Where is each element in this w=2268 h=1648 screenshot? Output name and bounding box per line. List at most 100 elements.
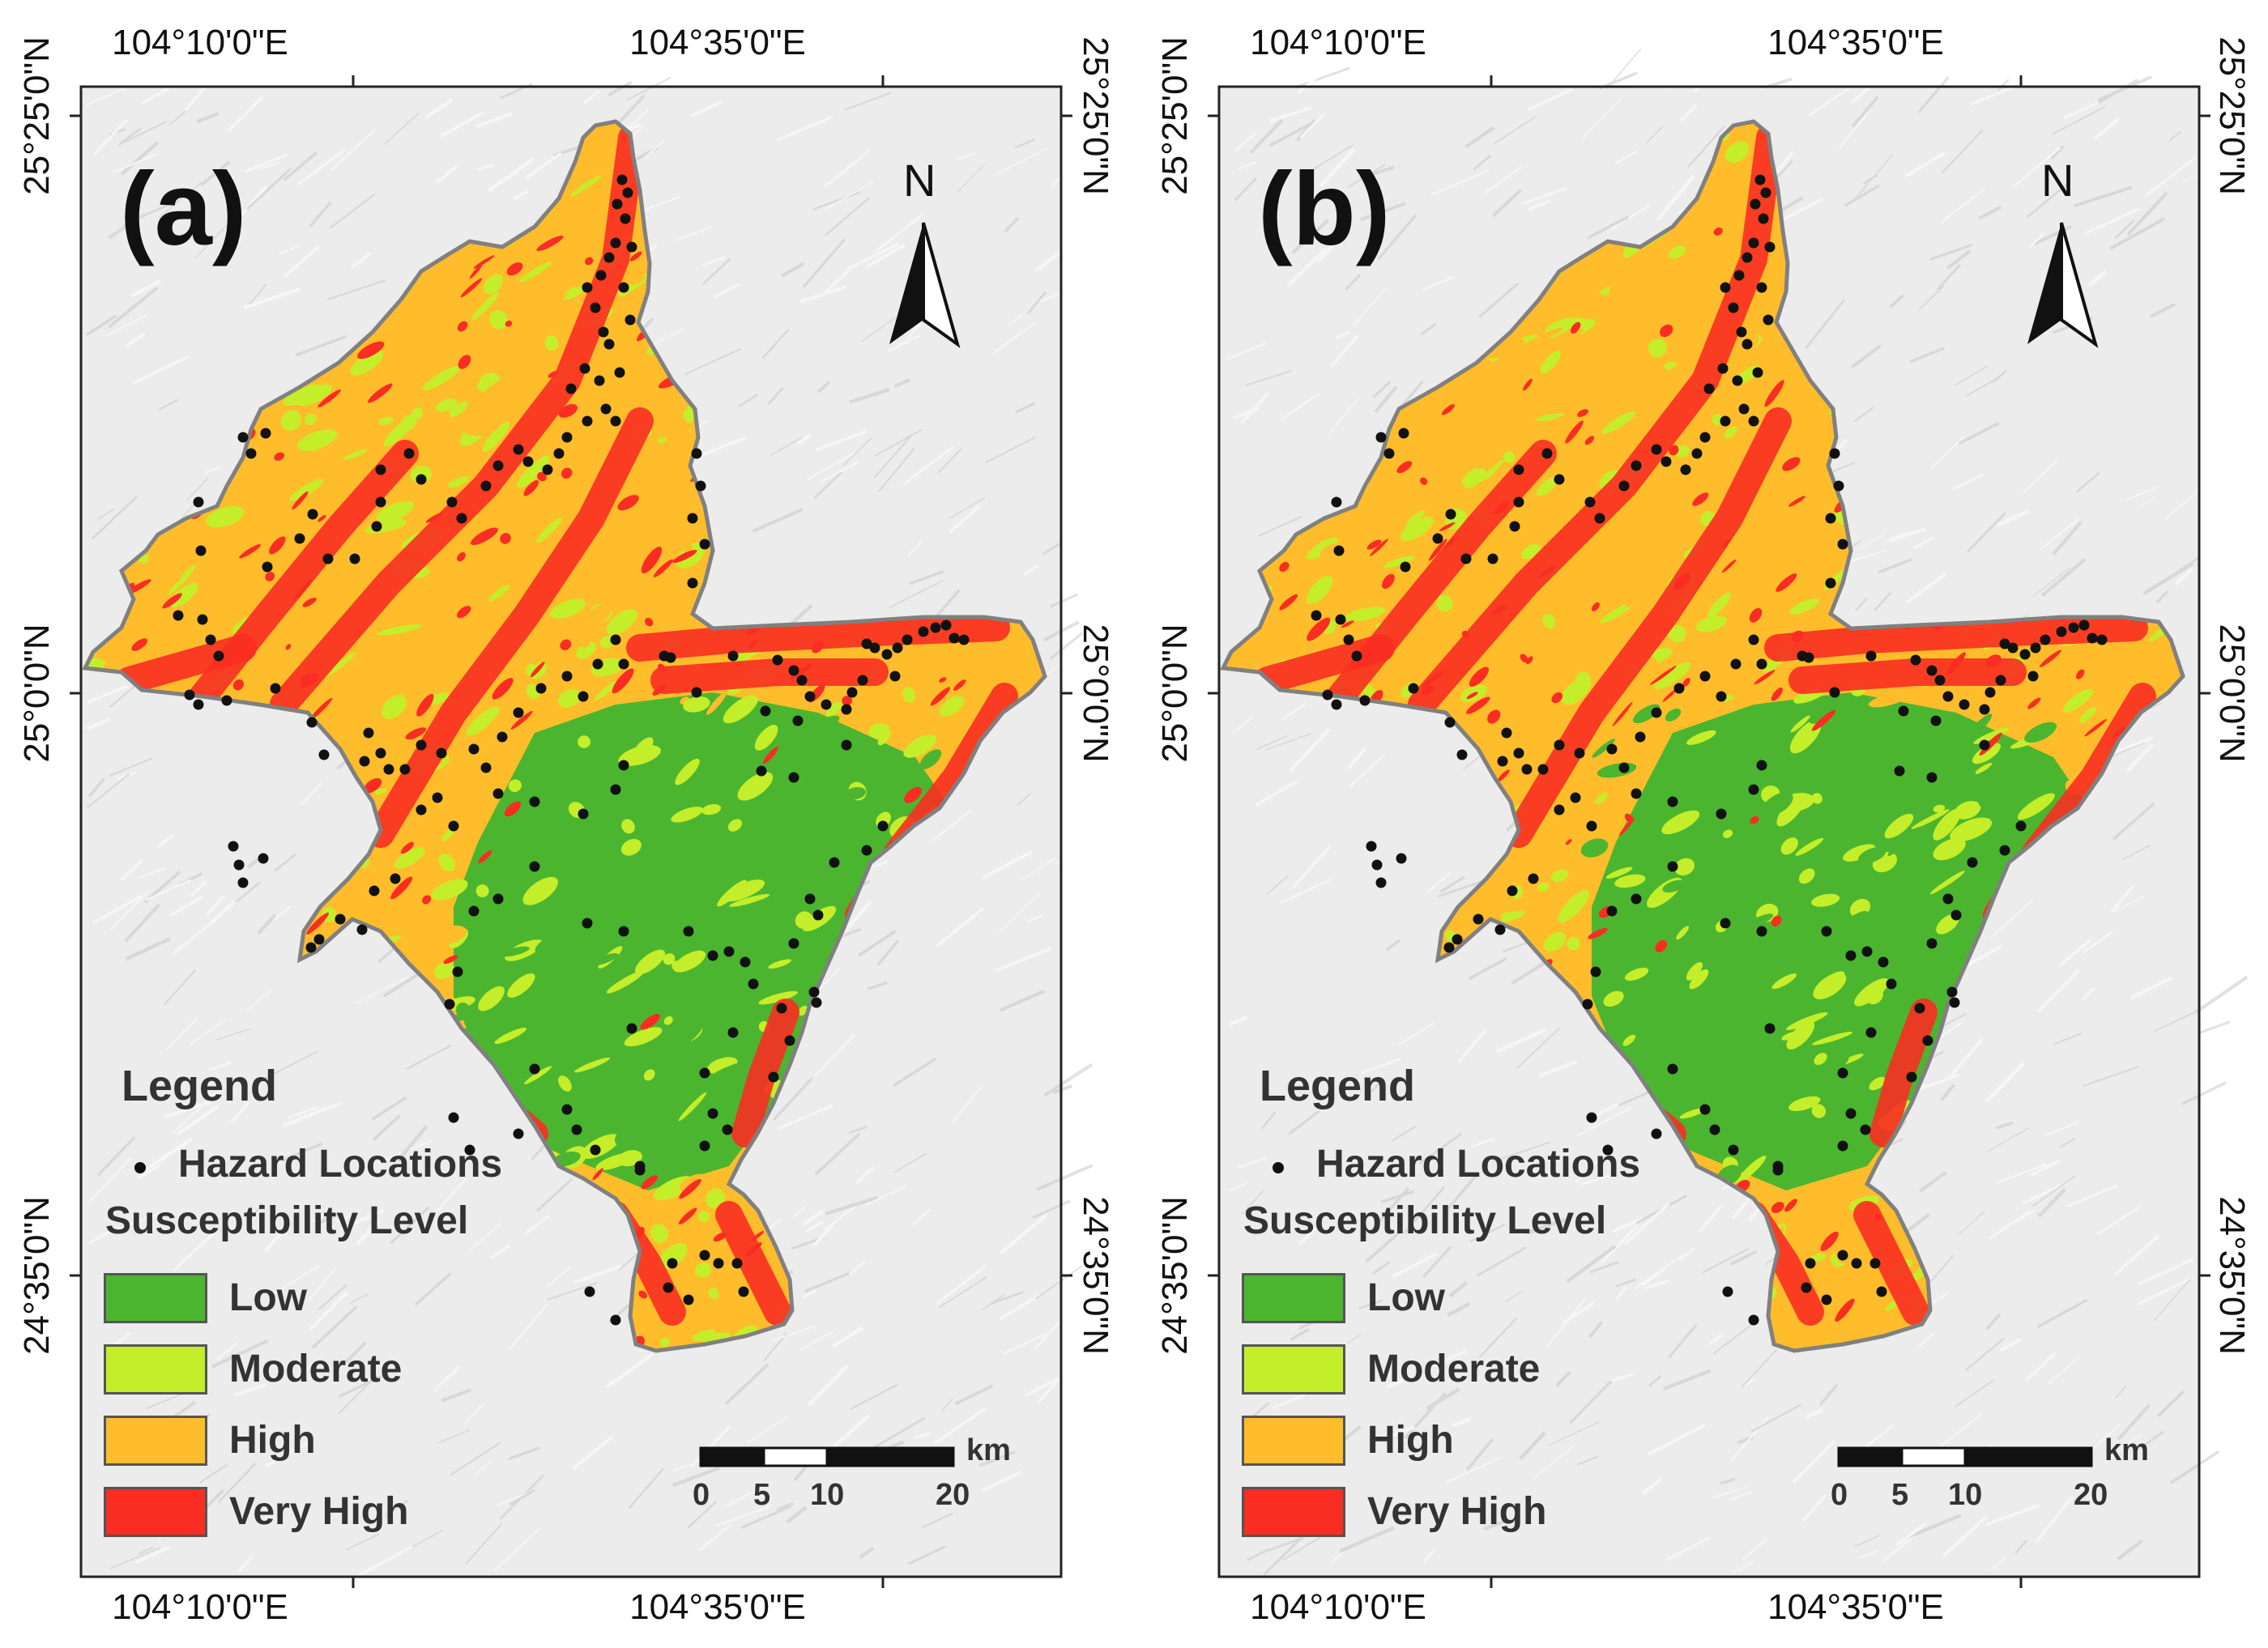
hazard-point: [1709, 1124, 1720, 1135]
raster-patch: [645, 617, 654, 627]
hazard-point: [2015, 820, 2027, 832]
raster-patch: [570, 175, 602, 197]
raster-patch: [1820, 1231, 1839, 1251]
raster-patch: [1712, 1068, 1739, 1085]
hazard-point: [2078, 620, 2090, 631]
raster-patch: [410, 733, 419, 740]
raster-patch: [1379, 510, 1409, 543]
raster-patch: [131, 638, 148, 651]
hazard-point: [1594, 513, 1605, 524]
raster-patch: [620, 838, 642, 856]
hazard-point: [2096, 634, 2108, 645]
raster-patch: [1591, 258, 1605, 270]
hazard-point: [1829, 448, 1840, 459]
raster-patch: [532, 960, 562, 993]
hazard-point: [1748, 237, 1759, 249]
raster-patch: [168, 564, 196, 595]
hazard-point: [1876, 1286, 1887, 1297]
raster-patch: [1581, 389, 1618, 402]
raster-patch: [641, 1175, 659, 1190]
raster-patch: [1422, 671, 1445, 688]
right-tick-label: 24°35'0"N: [2212, 1196, 2252, 1355]
right-tick-label: 25°0'0"N: [1076, 624, 1115, 763]
raster-patch: [503, 921, 531, 951]
raster-patch: [1776, 793, 1806, 827]
raster-patch: [1503, 451, 1516, 463]
raster-patch: [502, 564, 531, 584]
raster-patch: [1690, 1090, 1706, 1108]
raster-patch: [692, 1329, 715, 1341]
hazard-point: [258, 853, 269, 864]
raster-patch: [1749, 607, 1763, 623]
raster-patch: [1787, 539, 1815, 564]
hazard-point: [2007, 642, 2019, 654]
hazard-point: [796, 675, 808, 686]
hazard-point: [1680, 464, 1691, 475]
hazard-point: [260, 428, 271, 439]
raster-patch: [1541, 351, 1561, 374]
hazard-point: [665, 652, 676, 663]
raster-patch: [727, 819, 743, 832]
raster-patch: [717, 879, 747, 907]
hazard-point: [1720, 918, 1731, 929]
raster-patch: [422, 365, 461, 390]
hazard-point: [618, 760, 629, 771]
raster-patch: [659, 1337, 670, 1347]
hazard-point: [1497, 756, 1508, 767]
hazard-point: [492, 893, 504, 905]
raster-patch: [1798, 868, 1815, 884]
raster-patch: [682, 543, 693, 553]
legend-label-very-high: Very High: [229, 1490, 409, 1533]
hazard-point: [1756, 282, 1767, 293]
raster-patch: [723, 695, 758, 724]
hazard-point: [1722, 1286, 1733, 1297]
raster-patch: [609, 389, 644, 424]
raster-patch: [1626, 669, 1668, 683]
raster-patch: [422, 895, 432, 905]
hazard-point-legend-symbol: [134, 1162, 146, 1173]
raster-patch: [1622, 1034, 1636, 1046]
hazard-point: [1351, 650, 1362, 662]
raster-patch: [1500, 662, 1535, 689]
hazard-point: [808, 986, 820, 998]
raster-patch: [508, 779, 522, 793]
raster-patch: [1814, 1053, 1827, 1065]
hazard-point: [1444, 717, 1456, 728]
hazard-point: [612, 198, 623, 210]
legend-swatch-moderate: [1242, 1344, 1345, 1395]
hazard-point: [1742, 339, 1753, 350]
raster-patch: [658, 1114, 693, 1131]
hazard-point: [262, 561, 273, 573]
raster-patch: [357, 341, 385, 360]
raster-patch: [1614, 919, 1652, 930]
raster-patch: [405, 727, 427, 740]
raster-patch: [557, 688, 582, 708]
raster-patch: [1786, 1011, 1828, 1031]
hazard-point: [228, 841, 239, 852]
hazard-point: [595, 270, 607, 281]
hazard-point: [930, 622, 941, 633]
hazard-point: [1930, 715, 1942, 726]
hazard-point: [416, 739, 427, 751]
zone-very-high: [1853, 1201, 1929, 1326]
hazard-point: [2056, 626, 2067, 637]
raster-patch: [1941, 769, 1976, 786]
raster-patch: [536, 517, 562, 543]
raster-patch: [1483, 883, 1519, 893]
raster-patch: [426, 925, 467, 946]
hazard-point: [1716, 691, 1727, 702]
raster-patch: [1571, 322, 1581, 334]
hazard-point: [821, 699, 832, 710]
raster-patch: [1974, 762, 1993, 775]
raster-patch: [269, 536, 286, 555]
raster-patch: [1721, 559, 1737, 573]
raster-patch: [953, 679, 966, 691]
raster-patch: [1605, 867, 1633, 879]
hazard-point: [1673, 683, 1685, 694]
raster-patch: [1319, 543, 1337, 558]
legend-label-low: Low: [229, 1276, 307, 1319]
raster-patch: [671, 960, 683, 972]
raster-patch: [1436, 594, 1453, 612]
hazard-point: [522, 456, 534, 467]
raster-patch: [143, 536, 168, 556]
